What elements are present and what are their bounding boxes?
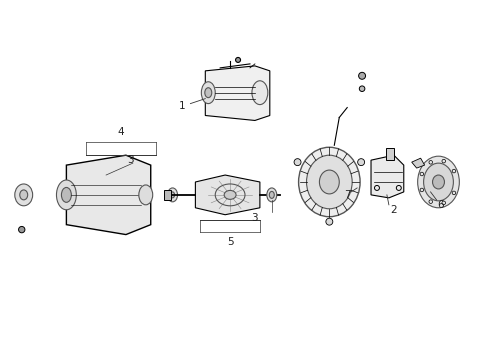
Text: 6: 6 [437, 200, 444, 210]
Circle shape [358, 159, 365, 166]
Circle shape [359, 72, 366, 79]
Polygon shape [412, 158, 425, 168]
Polygon shape [66, 155, 151, 235]
Text: 1: 1 [179, 100, 186, 111]
Text: 7: 7 [344, 190, 350, 200]
Ellipse shape [252, 81, 268, 105]
Circle shape [359, 86, 365, 91]
Ellipse shape [298, 147, 360, 217]
Polygon shape [196, 175, 260, 215]
Ellipse shape [168, 188, 177, 202]
Polygon shape [386, 148, 394, 160]
Ellipse shape [15, 184, 33, 206]
Text: 3: 3 [127, 155, 134, 165]
Ellipse shape [267, 188, 277, 202]
Ellipse shape [319, 170, 339, 194]
Ellipse shape [424, 163, 453, 201]
Text: 2: 2 [391, 205, 397, 215]
Circle shape [294, 159, 301, 166]
Ellipse shape [417, 156, 459, 208]
Polygon shape [371, 155, 404, 198]
Polygon shape [164, 190, 171, 200]
Text: 5: 5 [227, 237, 233, 247]
Circle shape [236, 58, 241, 62]
Ellipse shape [56, 180, 76, 210]
Circle shape [326, 218, 333, 225]
Circle shape [19, 226, 25, 233]
Ellipse shape [171, 192, 174, 198]
Text: 4: 4 [118, 127, 124, 138]
Ellipse shape [433, 175, 444, 189]
Ellipse shape [61, 188, 72, 202]
Ellipse shape [270, 192, 274, 198]
Polygon shape [205, 66, 270, 121]
Ellipse shape [307, 155, 352, 209]
Ellipse shape [20, 190, 28, 200]
Text: 3: 3 [251, 213, 258, 223]
Ellipse shape [201, 82, 215, 104]
Ellipse shape [205, 88, 212, 98]
Ellipse shape [224, 190, 236, 199]
Ellipse shape [139, 185, 153, 205]
